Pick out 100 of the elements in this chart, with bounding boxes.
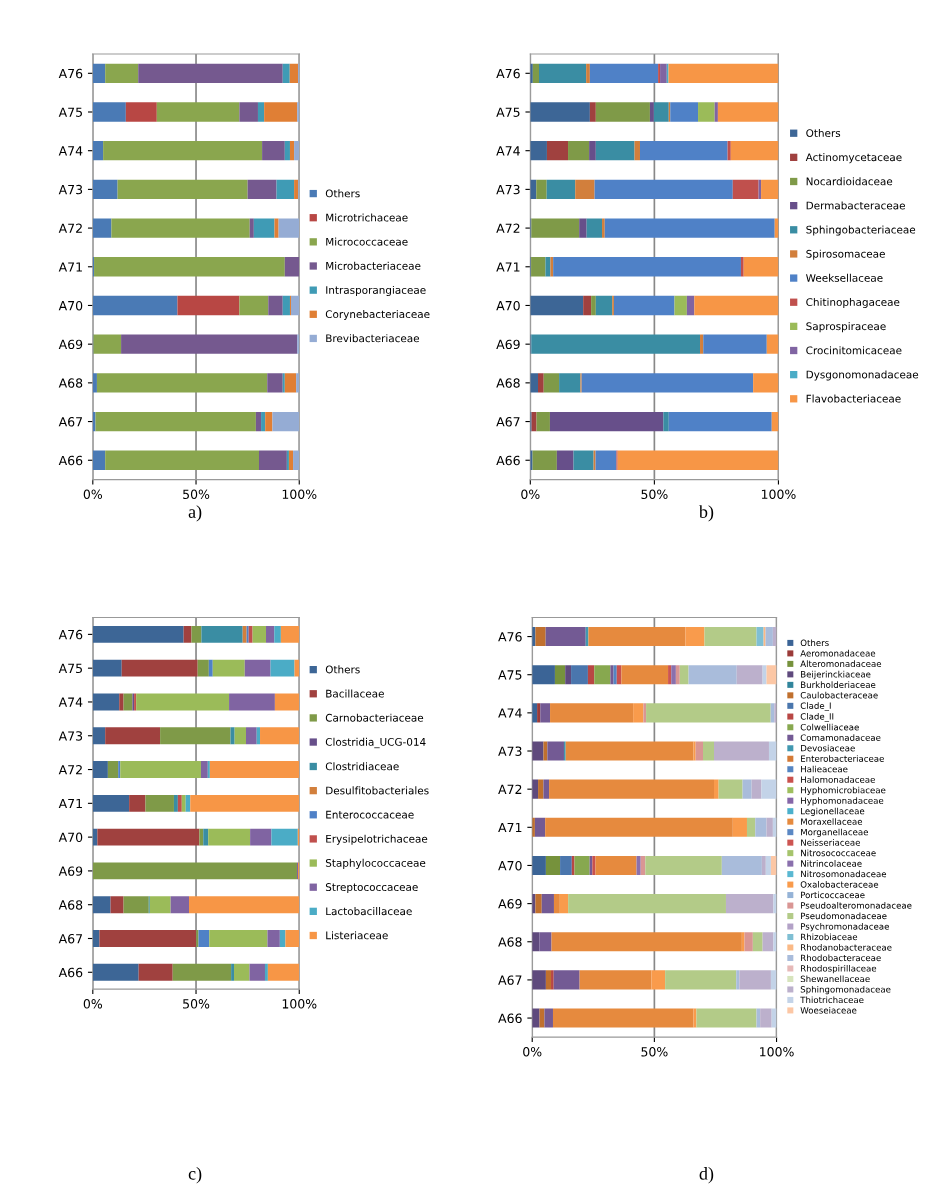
y-tick-label: A75 (496, 107, 520, 117)
text: c) (188, 1167, 202, 1184)
legend-label: Nitrincolaceae (801, 860, 862, 867)
y-tick-label: A67 (498, 975, 522, 985)
legend-label: Weeksellaceae (806, 273, 883, 282)
legend-label: Spirosomaceae (806, 249, 885, 260)
y-tick-label: A72 (498, 784, 522, 794)
y-tick-label: A75 (58, 107, 82, 117)
y-tick-label: A71 (498, 822, 522, 833)
legend-label: Clostridia_UCG-014 (325, 737, 426, 749)
legend-label: Saprospiraceae (806, 322, 886, 333)
legend-label: Rhodobacteraceae (801, 954, 881, 962)
legend-label: Clade_I (800, 702, 831, 711)
legend-label: Morganellaceae (801, 828, 869, 837)
y-tick-label: A72 (496, 223, 520, 233)
x-tick-label: 50% (641, 489, 668, 499)
y-tick-label: A76 (58, 68, 83, 79)
y-tick-label: A68 (58, 900, 83, 910)
y-tick-label: A74 (58, 146, 83, 156)
y-tick-label: A74 (58, 697, 83, 707)
y-tick-label: A66 (58, 455, 83, 466)
legend-label: Thiotrichaceae (800, 996, 864, 1004)
legend-label: Flavobacteriaceae (806, 394, 901, 403)
legend-label: Erysipelotrichaceae (326, 834, 428, 845)
y-tick-label: A69 (496, 339, 520, 350)
y-tick-label: A73 (58, 184, 83, 195)
legend-label: Comamonadaceae (800, 734, 881, 741)
legend-label: Woeseiaceae (800, 1006, 857, 1014)
legend-label: Legionellaceae (801, 807, 865, 816)
y-tick-label: A68 (496, 378, 520, 388)
legend-label: Clostridiaceae (325, 762, 399, 771)
y-tick-label: A75 (498, 670, 522, 680)
y-tick-label: A71 (58, 262, 82, 272)
legend-label: Micrococcaceae (326, 237, 408, 246)
legend-label: Corynebacteriaceae (325, 310, 430, 321)
legend-label: Nitrosococcaceae (801, 849, 876, 857)
legend-label: Rhodanobacteraceae (801, 943, 892, 951)
legend-label: Alteromonadaceae (800, 660, 882, 668)
x-tick-label: 0% (83, 489, 103, 499)
y-tick-label: A66 (498, 1013, 522, 1023)
legend-label: Brevibacteriaceae (326, 334, 420, 343)
legend-label: Psychromonadaceae (801, 923, 889, 932)
legend-label: Streptococcaceae (325, 883, 418, 894)
legend-label: Caulobacteraceae (800, 691, 878, 699)
x-tick-label: 100% (760, 1047, 794, 1057)
y-tick-label: A70 (58, 832, 83, 843)
x-tick-label: 50% (183, 489, 210, 499)
y-tick-label: A67 (496, 417, 520, 427)
legend-label: Lactobacillaceae (326, 907, 412, 916)
legend-label: Dysgonomonadaceae (806, 370, 919, 381)
legend-label: Bacillaceae (326, 689, 384, 698)
x-tick-label: 0% (83, 999, 103, 1009)
y-tick-label: A72 (58, 765, 82, 775)
legend-label: Desulfitobacteriales (326, 786, 429, 795)
y-tick-label: A70 (498, 860, 522, 871)
text: b) (698, 505, 714, 522)
legend-label: Sphingomonadaceae (800, 985, 891, 995)
legend-label: Beijerinckiaceae (801, 670, 871, 680)
y-tick-label: A71 (58, 798, 82, 809)
legend-label: Aeromonadaceae (800, 649, 876, 657)
legend-label: Others (800, 639, 829, 647)
legend-label: Nocardioidaceae (806, 177, 893, 186)
legend-label: Others (806, 128, 841, 138)
y-tick-label: A73 (496, 184, 520, 195)
legend-label: Listeriaceae (326, 931, 388, 940)
legend-label: Chitinophagaceae (806, 297, 900, 309)
y-tick-label: A74 (496, 146, 520, 156)
x-tick-label: 0% (521, 489, 540, 499)
y-tick-label: A70 (496, 300, 520, 311)
legend-label: Oxalobacteraceae (800, 881, 879, 888)
x-tick-label: 100% (761, 489, 796, 499)
legend-label: Pseudomonadaceae (801, 912, 887, 920)
y-tick-label: A67 (58, 933, 83, 944)
y-tick-label: A76 (496, 68, 520, 79)
legend-label: Microbacteriaceae (326, 261, 421, 270)
legend-label: Nitrosomonadaceae (801, 870, 887, 878)
legend-label: Actinomycetaceae (805, 153, 902, 164)
legend-label: Pseudoalteromonadaceae (801, 902, 912, 909)
legend-label: Others (325, 665, 360, 674)
text: a) (188, 505, 202, 522)
y-tick-label: A66 (496, 455, 520, 466)
y-tick-label: A70 (58, 300, 83, 311)
y-tick-label: A67 (58, 417, 83, 427)
y-tick-label: A69 (498, 899, 522, 909)
legend-label: Staphylococcaceae (325, 858, 426, 869)
legend-label: Hyphomonadaceae (801, 797, 884, 806)
legend-label: Rhizobiaceae (801, 933, 858, 941)
legend-label: Burkholderiaceae (801, 681, 876, 688)
legend-label: Halieaceae (801, 765, 848, 773)
legend-label: Devosiaceae (801, 744, 855, 752)
legend-label: Crocinitomicaceae (806, 346, 902, 355)
legend-label: Enterobacteriaceae (801, 755, 884, 762)
legend-label: Enterococcaceae (326, 810, 414, 819)
x-tick-label: 0% (523, 1047, 542, 1057)
legend-label: Moraxellaceae (801, 818, 863, 825)
legend-label: Intrasporangiaceae (326, 285, 426, 296)
x-tick-label: 50% (641, 1047, 668, 1057)
legend-label: Halomonadaceae (801, 776, 875, 783)
legend-label: Hyphomicrobiaceae (801, 786, 886, 796)
legend-label: Carnobacteriaceae (325, 713, 424, 722)
